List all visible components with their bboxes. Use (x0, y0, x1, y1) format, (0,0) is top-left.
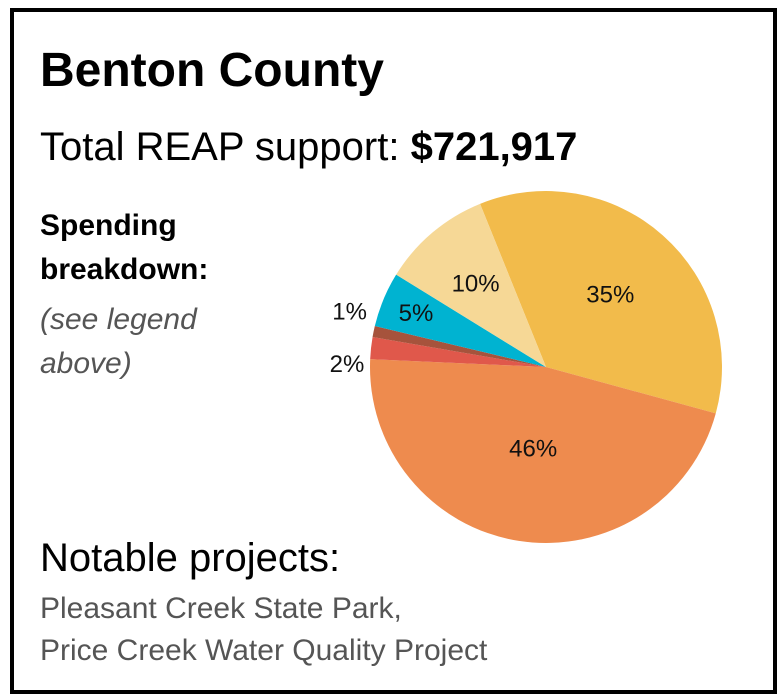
pie-slice-10 (396, 203, 546, 367)
pie-label: 46% (509, 436, 557, 463)
pie-slice-2 (370, 336, 546, 367)
card-border (10, 8, 777, 694)
total-value: $721,917 (410, 125, 578, 169)
project-item: Price Creek Water Quality Project (40, 634, 488, 667)
spending-breakdown-label: Spending breakdown: (40, 204, 270, 292)
notable-projects-list: Pleasant Creek State Park, Price Creek W… (40, 588, 487, 672)
pie-label: 35% (586, 282, 634, 309)
legend-note: (see legend above) (40, 303, 197, 380)
pie-label: 1% (332, 299, 367, 326)
county-title: Benton County (40, 44, 384, 97)
total-label: Total REAP support: (40, 125, 400, 169)
total-support: Total REAP support: $721,917 (40, 122, 577, 172)
pie-label: 2% (330, 351, 365, 378)
pie-slice-1 (372, 326, 546, 367)
pie-label: 10% (452, 271, 500, 298)
notable-projects-heading: Notable projects: (40, 536, 341, 580)
pie-slice-5 (374, 274, 546, 367)
pie-label: 5% (399, 300, 434, 327)
pie-slice-35 (480, 191, 722, 414)
pie-slice-46 (369, 359, 716, 543)
breakdown-text: Spending breakdown: (40, 209, 209, 286)
project-item: Pleasant Creek State Park, (40, 592, 402, 625)
